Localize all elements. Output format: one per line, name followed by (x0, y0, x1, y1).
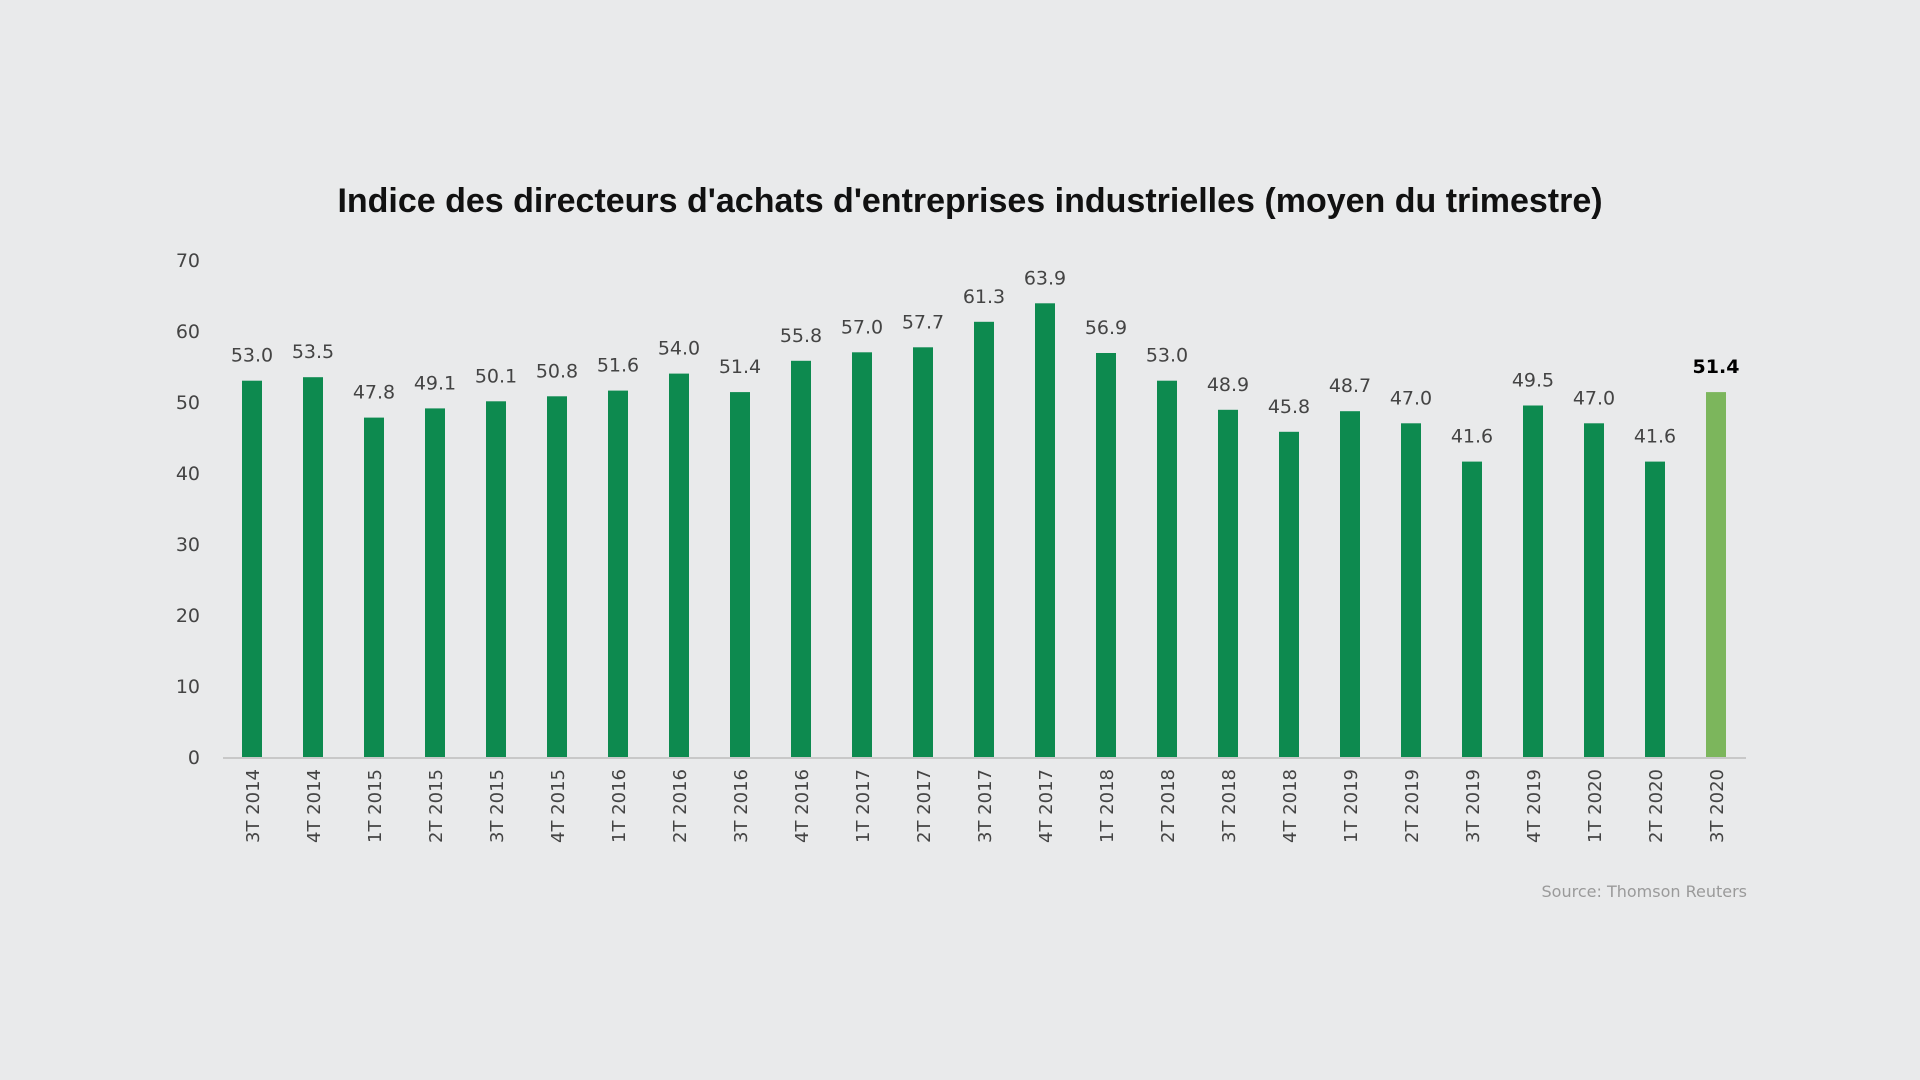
x-tick-label: 2T 2020 (1646, 769, 1667, 843)
data-label: 48.9 (1207, 374, 1249, 396)
bar (974, 321, 994, 757)
x-tick-label: 4T 2017 (1036, 769, 1057, 843)
data-label: 57.7 (902, 311, 944, 333)
bar (364, 417, 384, 757)
bar (852, 352, 872, 757)
data-label: 54.0 (658, 338, 700, 360)
bar (425, 408, 445, 757)
data-label: 61.3 (963, 286, 1005, 308)
y-tick-label: 50 (176, 392, 200, 414)
x-tick-label: 1T 2016 (609, 769, 630, 843)
bar (730, 392, 750, 757)
x-tick-label: 1T 2017 (853, 769, 874, 843)
y-tick-label: 70 (176, 250, 200, 272)
x-tick-label: 2T 2018 (1158, 769, 1179, 843)
data-label: 49.1 (414, 372, 456, 394)
bar (669, 373, 689, 757)
bar (1218, 409, 1238, 757)
x-tick-label: 3T 2014 (243, 769, 264, 843)
data-label: 53.0 (231, 345, 273, 367)
bar (1523, 405, 1543, 757)
x-tick-label: 4T 2018 (1280, 769, 1301, 843)
x-tick-label: 2T 2015 (426, 769, 447, 843)
chart-title: Indice des directeurs d'achats d'entrepr… (337, 182, 1602, 220)
y-axis: 0 10 20 30 40 50 60 70 (176, 250, 200, 769)
y-tick-label: 0 (188, 747, 200, 769)
bar (303, 377, 323, 757)
data-label: 57.0 (841, 316, 883, 338)
bar (1401, 423, 1421, 757)
bar (1584, 423, 1604, 757)
bar (1462, 461, 1482, 757)
x-tick-label: 4T 2019 (1524, 769, 1545, 843)
x-tick-label: 3T 2017 (975, 769, 996, 843)
bar (1035, 303, 1055, 757)
bar (1645, 461, 1665, 757)
source-note: Source: Thomson Reuters (1542, 882, 1747, 901)
x-tick-label: 3T 2016 (731, 769, 752, 843)
x-tick-label: 3T 2020 (1707, 769, 1728, 843)
x-tick-label: 3T 2015 (487, 769, 508, 843)
y-tick-label: 10 (176, 676, 200, 698)
x-axis: 3T 2014 4T 2014 1T 2015 2T 2015 3T 2015 4T 20… (223, 757, 1746, 843)
bar (486, 401, 506, 757)
data-label: 51.4 (1693, 356, 1740, 378)
bar (1706, 392, 1726, 757)
y-tick-label: 40 (176, 463, 200, 485)
data-label: 50.1 (475, 365, 517, 387)
data-label: 51.4 (719, 356, 761, 378)
data-label: 55.8 (780, 325, 822, 347)
data-label: 41.6 (1451, 426, 1493, 448)
data-label: 53.5 (292, 341, 334, 363)
data-label: 63.9 (1024, 267, 1066, 289)
x-tick-label: 1T 2019 (1341, 769, 1362, 843)
data-label: 49.5 (1512, 370, 1554, 392)
y-tick-label: 30 (176, 534, 200, 556)
data-label: 53.0 (1146, 345, 1188, 367)
x-tick-label: 1T 2018 (1097, 769, 1118, 843)
data-label: 51.6 (597, 355, 639, 377)
x-tick-label: 4T 2015 (548, 769, 569, 843)
y-tick-label: 60 (176, 321, 200, 343)
x-tick-label: 3T 2018 (1219, 769, 1240, 843)
bar (547, 396, 567, 757)
x-tick-label: 4T 2014 (304, 769, 325, 843)
x-tick-label: 2T 2017 (914, 769, 935, 843)
bar (913, 347, 933, 757)
bar (242, 380, 262, 757)
bar (1157, 380, 1177, 757)
bar (1340, 411, 1360, 757)
bar (1279, 431, 1299, 757)
bar (1096, 353, 1116, 757)
x-tick-label: 1T 2015 (365, 769, 386, 843)
x-tick-label: 4T 2016 (792, 769, 813, 843)
data-label: 41.6 (1634, 426, 1676, 448)
x-tick-label: 3T 2019 (1463, 769, 1484, 843)
x-tick-label: 2T 2016 (670, 769, 691, 843)
bars-group: 53.0 53.5 47.8 49.1 50.1 50.8 51.6 54.0 51.4 55.8… (231, 267, 1740, 757)
data-label: 47.0 (1390, 387, 1432, 409)
y-tick-label: 20 (176, 605, 200, 627)
data-label: 48.7 (1329, 375, 1371, 397)
data-label: 56.9 (1085, 317, 1127, 339)
x-tick-label: 2T 2019 (1402, 769, 1423, 843)
data-label: 45.8 (1268, 396, 1310, 418)
data-label: 47.0 (1573, 387, 1615, 409)
bar (608, 390, 628, 757)
x-tick-label: 1T 2020 (1585, 769, 1606, 843)
data-label: 50.8 (536, 360, 578, 382)
bar (791, 360, 811, 757)
data-label: 47.8 (353, 382, 395, 404)
